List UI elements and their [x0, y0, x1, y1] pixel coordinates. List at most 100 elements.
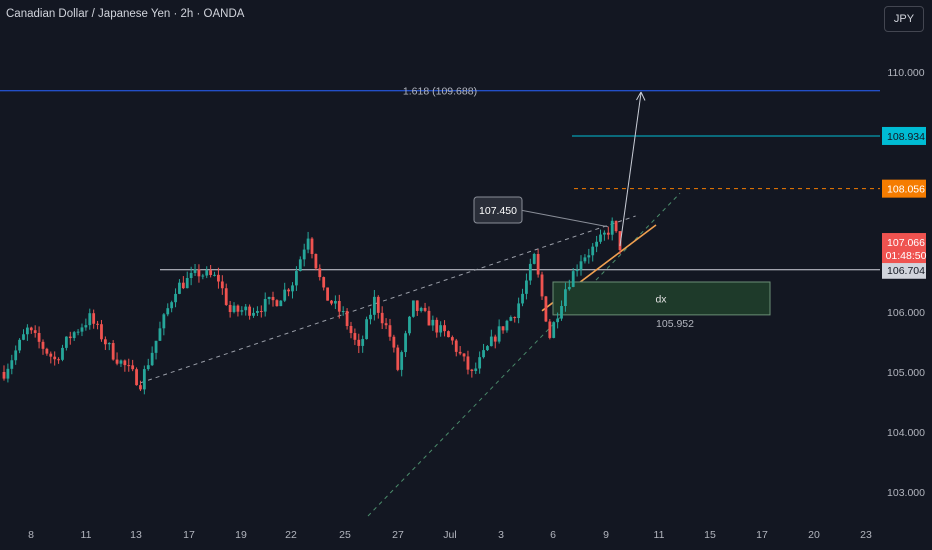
callout-leader: [519, 209, 609, 228]
candle-body: [298, 259, 302, 272]
candle-body: [166, 308, 170, 315]
candle-body: [72, 332, 76, 339]
candle-body: [271, 296, 275, 301]
candle-body: [400, 352, 404, 370]
candle-body: [197, 269, 201, 277]
candle-body: [322, 277, 326, 288]
resistance-price-tag-label: 108.056: [887, 184, 925, 196]
candle-body: [548, 321, 552, 338]
candle-body: [470, 369, 474, 371]
candle-body: [158, 328, 162, 341]
candle-body: [256, 310, 259, 313]
candle-body: [115, 359, 119, 364]
candle-body: [49, 353, 53, 357]
last-price-tag: [882, 233, 926, 264]
rising-wedge-upper[interactable]: [140, 215, 636, 384]
candle-body: [45, 348, 49, 354]
candle-body: [142, 369, 146, 390]
candle-body: [107, 343, 111, 345]
candle-body: [92, 313, 96, 324]
candle-body: [454, 340, 458, 352]
candle-body: [10, 360, 14, 369]
x-tick-label: 20: [808, 529, 820, 541]
candle-body: [540, 274, 544, 297]
x-tick-label: 3: [498, 529, 504, 541]
candle-body: [295, 271, 298, 286]
candle-body: [61, 347, 64, 360]
candle-body: [240, 310, 244, 312]
candle-body: [18, 339, 21, 351]
projection-arrow-line: [619, 92, 642, 247]
candle-body: [552, 322, 556, 338]
candle-body: [349, 326, 353, 334]
candle-body: [404, 333, 407, 353]
candle-body: [220, 281, 224, 289]
projection-arrow-head: [636, 91, 646, 101]
symbol-title: Canadian Dollar / Japanese Yen · 2h · OA…: [6, 8, 245, 20]
candle-body: [337, 301, 341, 312]
candle-body: [111, 343, 115, 360]
x-tick-label: 27: [392, 529, 404, 541]
x-tick-label: 25: [339, 529, 351, 541]
candle-body: [76, 331, 80, 333]
callout-box[interactable]: [473, 196, 523, 224]
candle-body: [80, 327, 84, 332]
candle-body: [57, 359, 60, 361]
candle-body: [536, 254, 540, 275]
candle-body: [603, 232, 606, 235]
demand-zone[interactable]: [552, 281, 771, 316]
candle-body: [388, 325, 392, 337]
x-tick-label: 8: [28, 529, 34, 541]
candle-body: [384, 323, 388, 326]
candle-body: [139, 385, 142, 390]
candle-body: [33, 330, 37, 333]
y-tick-label: 110.000: [887, 67, 924, 79]
candle-body: [170, 302, 174, 309]
x-tick-label: 6: [550, 529, 556, 541]
currency-button[interactable]: JPY: [884, 6, 924, 32]
candle-body: [181, 282, 185, 289]
candle-body: [6, 368, 10, 379]
x-tick-label: 19: [235, 529, 247, 541]
candle-body: [193, 269, 197, 273]
candle-body: [178, 282, 181, 294]
candle-body: [252, 312, 255, 316]
candle-body: [513, 317, 517, 319]
candle-body: [103, 339, 107, 345]
candle-body: [162, 314, 166, 329]
rising-trendline-green[interactable]: [367, 192, 681, 517]
candle-body: [41, 341, 45, 349]
demand-zone-label: dx: [655, 293, 667, 305]
candle-body: [610, 220, 614, 235]
candle-body: [96, 323, 99, 325]
candle-body: [310, 238, 314, 254]
candle-body: [458, 351, 462, 354]
candle-body: [205, 270, 209, 276]
candle-body: [345, 311, 349, 327]
candle-body: [150, 352, 154, 366]
candle-body: [287, 289, 291, 292]
candle-body: [22, 334, 25, 340]
demand-zone-price: 105.952: [656, 318, 694, 330]
candle-body: [372, 296, 376, 315]
candle-body: [357, 339, 361, 346]
candle-body: [509, 317, 513, 321]
candle-body: [236, 305, 240, 312]
candle-body: [189, 272, 193, 279]
candle-body: [185, 278, 189, 289]
y-tick-label: 103.000: [887, 487, 925, 499]
candle-body: [435, 319, 439, 333]
bar-countdown-label: 01:48:50: [886, 250, 927, 262]
candle-body: [478, 357, 482, 369]
candle-body: [571, 271, 575, 287]
candle-body: [135, 369, 138, 386]
y-tick-label: 104.000: [887, 427, 925, 439]
candle-body: [341, 311, 345, 313]
target-price-tag-label: 108.934: [887, 131, 925, 143]
candle-body: [154, 340, 158, 353]
candle-body: [279, 300, 283, 307]
candle-body: [587, 255, 591, 258]
candle-body: [302, 249, 306, 260]
candle-body: [263, 299, 267, 312]
